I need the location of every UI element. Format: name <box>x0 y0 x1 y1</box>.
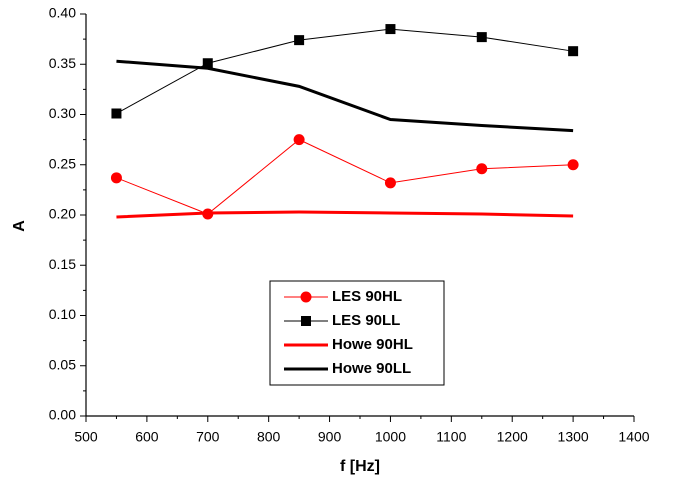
y-tick-label: 0.00 <box>49 407 76 423</box>
marker <box>568 46 579 57</box>
series-line <box>116 210 574 219</box>
legend-label: Howe 90LL <box>332 360 411 377</box>
marker <box>476 163 488 175</box>
marker <box>300 291 312 303</box>
marker <box>301 316 311 326</box>
y-tick-label: 0.35 <box>49 55 76 71</box>
y-tick-label: 0.15 <box>49 256 76 272</box>
marker <box>110 172 122 184</box>
marker <box>567 159 579 171</box>
x-tick-label: 500 <box>74 429 98 445</box>
x-tick-label: 1200 <box>497 429 528 445</box>
marker <box>385 24 396 35</box>
y-tick-label: 0.05 <box>49 356 76 372</box>
legend-label: Howe 90HL <box>332 336 413 353</box>
y-tick-label: 0.25 <box>49 155 76 171</box>
x-tick-label: 600 <box>135 429 159 445</box>
x-axis-label: f [Hz] <box>340 458 380 475</box>
x-tick-label: 700 <box>196 429 220 445</box>
marker <box>384 177 396 189</box>
legend: LES 90HL LES 90LL Howe 90HL Howe 90LL <box>269 280 445 386</box>
x-tick-label: 900 <box>318 429 342 445</box>
series-line <box>116 139 574 215</box>
x-tick-label: 1100 <box>436 429 466 445</box>
marker <box>202 58 213 69</box>
series-line <box>116 59 574 133</box>
x-tick-label: 1300 <box>558 429 589 445</box>
marker <box>293 134 305 146</box>
y-axis-label: A <box>11 220 28 232</box>
y-tick-label: 0.20 <box>49 206 76 222</box>
y-tick-label: 0.40 <box>49 5 76 21</box>
x-tick-label: 800 <box>257 429 281 445</box>
series-line <box>116 28 574 114</box>
marker <box>476 32 487 43</box>
y-tick-label: 0.30 <box>49 105 76 121</box>
x-tick-label: 1400 <box>618 429 649 445</box>
y-tick-label: 0.10 <box>49 306 76 322</box>
marker <box>111 108 122 119</box>
legend-label: LES 90LL <box>332 312 400 329</box>
x-tick-label: 1000 <box>375 429 406 445</box>
legend-label: LES 90HL <box>332 288 402 305</box>
marker <box>294 35 305 46</box>
